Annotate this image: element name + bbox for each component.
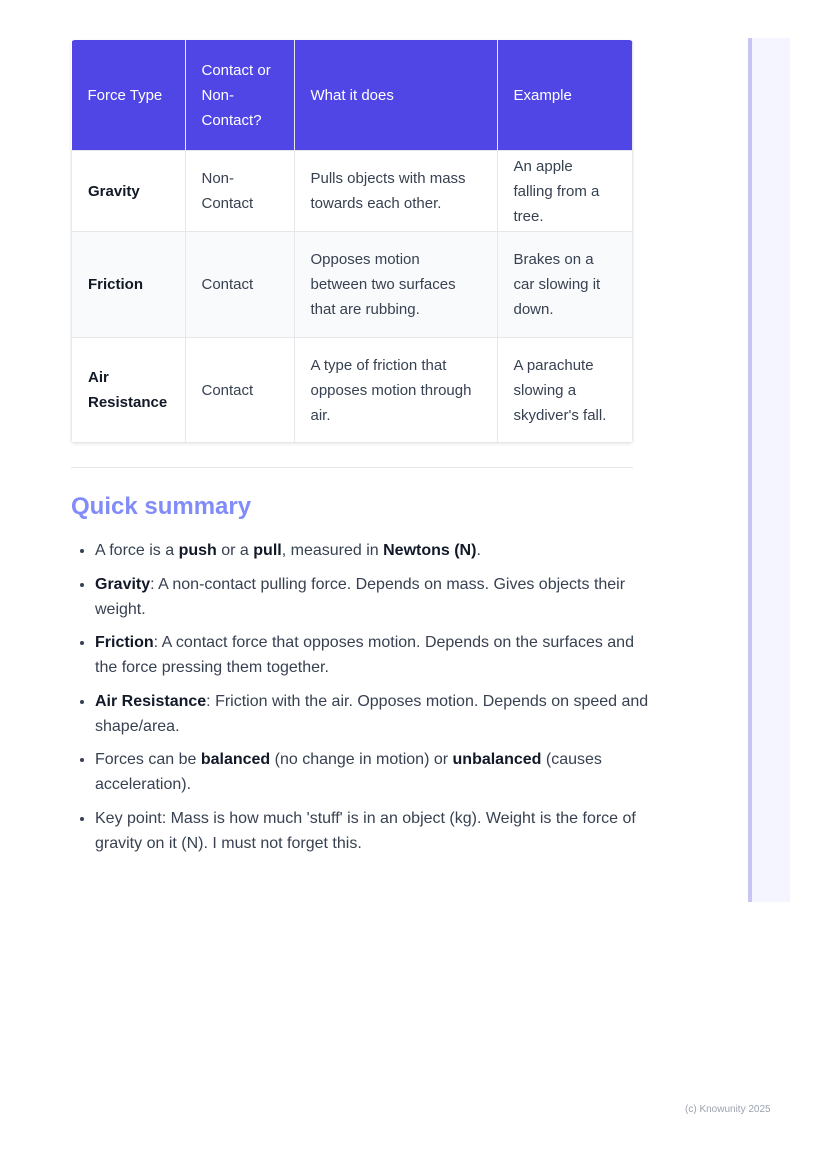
bold-text: pull: [253, 542, 282, 559]
text: (no change in motion) or: [270, 751, 453, 768]
cell: A type of friction that opposes motion t…: [293, 337, 498, 443]
table-row: Gravity Non-Contact Pulls objects with m…: [71, 150, 633, 232]
cell: Pulls objects with mass towards each oth…: [293, 150, 498, 232]
text: Forces can be: [95, 751, 201, 768]
header-example: Example: [497, 40, 633, 151]
footer-copyright: (c) Knowunity 2025: [685, 1104, 771, 1115]
bold-text: push: [178, 542, 217, 559]
text: or a: [216, 542, 254, 559]
table-row: Friction Contact Opposes motion between …: [71, 231, 633, 338]
table-header-row: Force Type Contact or Non-Contact? What …: [71, 40, 633, 151]
bold-text: Gravity: [95, 575, 151, 593]
text: , measured in: [281, 542, 384, 559]
cell: Brakes on a car slowing it down.: [496, 231, 633, 338]
bold-text: unbalanced: [452, 751, 542, 768]
cell: Contact: [184, 231, 295, 338]
bold-text: balanced: [200, 751, 271, 768]
text: .: [476, 542, 481, 559]
cell: A parachute slowing a skydiver's fall.: [496, 337, 633, 443]
header-what-it-does: What it does: [294, 40, 498, 151]
summary-item: A force is a push or a pull, measured in…: [95, 538, 660, 563]
cell: Opposes motion between two surfaces that…: [293, 231, 498, 338]
summary-item: Gravity: A non-contact pulling force. De…: [95, 572, 660, 622]
text: (causes acceleration).: [95, 751, 602, 793]
table-row: Air Resistance Contact A type of frictio…: [71, 337, 633, 443]
cell: An apple falling from a tree.: [496, 150, 633, 232]
bold-text: Friction: [95, 634, 154, 651]
header-force-type: Force Type: [71, 40, 186, 151]
text: Key point: Mass is how much 'stuff' is i…: [95, 809, 636, 852]
cell: Gravity: [71, 150, 186, 232]
summary-list: A force is a push or a pull, measured in…: [71, 538, 660, 864]
cell: Contact: [184, 337, 295, 443]
summary-item: Key point: Mass is how much 'stuff' is i…: [95, 806, 660, 856]
text: : A non-contact pulling force. Depends o…: [95, 575, 626, 618]
header-contact: Contact or Non-Contact?: [185, 40, 295, 151]
divider: [71, 467, 633, 468]
bold-text: Air Resistance: [95, 692, 207, 710]
summary-item: Forces can be balanced (no change in mot…: [95, 747, 660, 797]
summary-heading: Quick summary: [71, 493, 252, 520]
text: : A contact force that opposes motion. D…: [95, 634, 634, 676]
side-panel: [748, 38, 790, 902]
text: A force is a: [95, 542, 179, 559]
forces-table: Force Type Contact or Non-Contact? What …: [71, 40, 633, 443]
text: : Friction with the air. Opposes motion.…: [95, 692, 649, 735]
summary-item: Air Resistance: Friction with the air. O…: [95, 689, 660, 739]
cell: Air Resistance: [71, 337, 186, 443]
cell: Friction: [71, 231, 186, 338]
summary-item: Friction: A contact force that opposes m…: [95, 630, 660, 680]
cell: Non-Contact: [184, 150, 295, 232]
bold-text: Newtons (N): [383, 542, 477, 559]
